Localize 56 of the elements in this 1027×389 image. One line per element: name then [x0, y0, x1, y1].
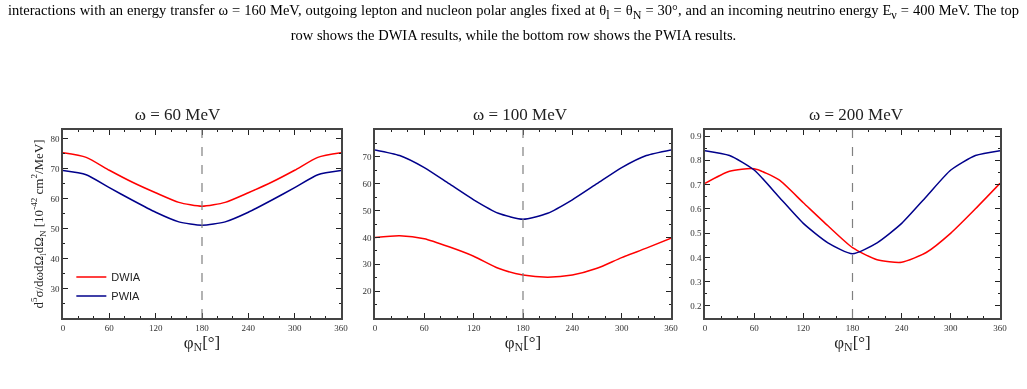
- x-tick-label: 0: [702, 322, 708, 333]
- x-tick-label: 240: [241, 322, 256, 333]
- x-tick-label: 0: [60, 322, 66, 333]
- y-tick-label: 0.5: [690, 228, 702, 239]
- x-tick-label: 120: [466, 322, 481, 333]
- y-tick-label: 60: [362, 178, 372, 189]
- x-tick-label: 360: [334, 322, 349, 333]
- y-tick-label: 20: [362, 286, 372, 297]
- y-tick-label: 0.7: [690, 179, 702, 190]
- line-series: [705, 149, 1000, 255]
- x-tick-label: 180: [195, 322, 210, 333]
- y-tick-label: 50: [362, 205, 372, 216]
- x-tick-label: 240: [894, 322, 909, 333]
- y-tick-label: 60: [50, 193, 60, 204]
- y-tick-label: 70: [362, 152, 372, 163]
- y-tick-label: 0.8: [690, 155, 702, 166]
- x-tick-label: 120: [796, 322, 811, 333]
- x-tick-label: 0: [372, 322, 378, 333]
- legend-label: PWIA: [111, 290, 141, 303]
- x-tick-label: 300: [287, 322, 302, 333]
- y-tick-label: 40: [50, 253, 60, 264]
- chart-title: ω = 200 MeV: [809, 105, 904, 124]
- text: interactions with an energy transfer ω = 160 MeV, outgoing lepton and nucleon polar angles fixed at θ$_{l}$ = θ$_{N}$ = 30°, and an incoming neutrino energy E$_{ν}$ = 400 MeV. The top row shows the DWIA results, while the bottom row shows the PWIA results.: [8, 2, 1019, 43]
- y-tick-label: 70: [50, 163, 60, 174]
- x-axis-title: φ$_{N}$[°]: [183, 332, 221, 355]
- y-tick-label: 30: [362, 259, 372, 270]
- y-tick-label: 40: [362, 232, 372, 243]
- x-tick-label: 300: [614, 322, 629, 333]
- x-tick-label: 300: [944, 322, 959, 333]
- y-tick-label: 0.2: [690, 301, 702, 312]
- chart-title: ω = 60 MeV: [134, 105, 221, 124]
- y-tick-label: 0.4: [690, 252, 702, 263]
- line-series: [375, 235, 671, 278]
- y-tick-label: 0.3: [690, 276, 702, 287]
- x-tick-label: 60: [419, 322, 430, 333]
- legend-label: DWIA: [111, 271, 141, 284]
- y-tick-label: 50: [50, 223, 60, 234]
- y-tick-label: 80: [50, 133, 60, 144]
- x-tick-label: 360: [664, 322, 679, 333]
- line-series: [63, 152, 341, 208]
- y-tick-label: 0.9: [690, 131, 702, 142]
- y-tick-label: 0.6: [690, 203, 702, 214]
- x-tick-label: 60: [749, 322, 760, 333]
- y-tick-label: 30: [50, 284, 60, 295]
- x-tick-label: 240: [565, 322, 580, 333]
- x-tick-label: 120: [148, 322, 163, 333]
- line-series: [705, 167, 1000, 264]
- x-axis-title: φ$_{N}$[°]: [504, 332, 542, 355]
- x-tick-label: 180: [845, 322, 860, 333]
- x-tick-label: 180: [516, 322, 531, 333]
- x-axis-title: φ$_{N}$[°]: [834, 332, 871, 355]
- x-tick-label: 360: [993, 322, 1008, 333]
- line-series: [375, 149, 671, 220]
- x-tick-label: 60: [104, 322, 115, 333]
- chart-title: ω = 100 MeV: [473, 105, 568, 124]
- line-series: [63, 169, 341, 226]
